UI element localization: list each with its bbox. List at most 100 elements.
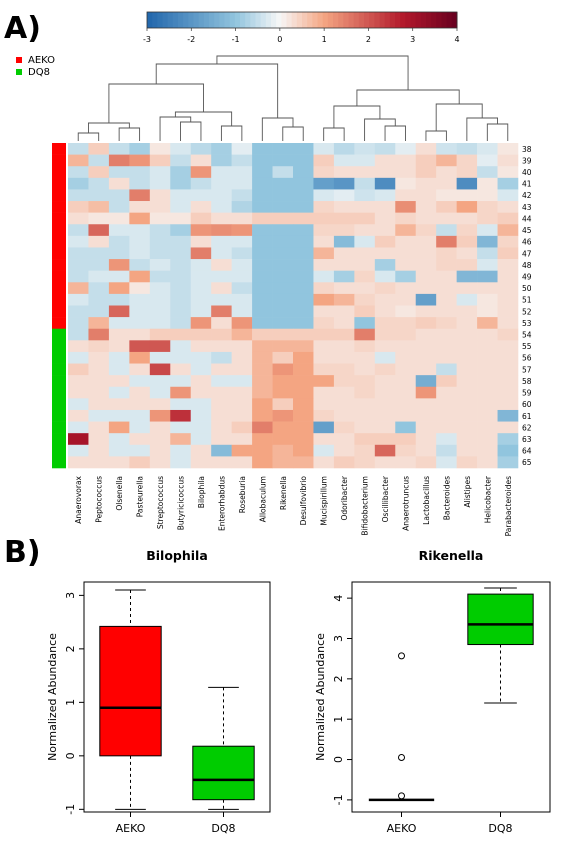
heatmap-cell — [354, 351, 376, 364]
row-group-cell — [52, 201, 66, 213]
row-group-cell — [52, 433, 66, 446]
heatmap-cell — [211, 444, 232, 457]
heatmap-cell — [190, 166, 212, 179]
heatmap-cell — [170, 328, 192, 341]
dendrogram-branch — [216, 55, 409, 90]
y-tick-label: 3 — [64, 592, 77, 599]
heatmap-cell — [497, 177, 519, 190]
panel-a-label: A) — [4, 11, 41, 46]
heatmap-cell — [190, 143, 212, 155]
heatmap-cell — [211, 351, 232, 364]
heatmap-cell — [88, 259, 110, 271]
heatmap-cell — [436, 375, 457, 388]
heatmap-cell — [497, 247, 519, 260]
heatmap-cell — [313, 293, 335, 306]
heatmap-cell — [436, 143, 457, 155]
color-key-segment — [271, 12, 277, 28]
heatmap-cell — [68, 235, 89, 248]
heatmap-cell — [456, 444, 478, 457]
y-tick-label: 1 — [64, 699, 77, 706]
heatmap-cell — [231, 224, 253, 237]
heatmap-cell — [354, 189, 376, 202]
color-key-segment — [203, 12, 210, 28]
heatmap-cell — [456, 212, 478, 225]
color-key-segment — [436, 12, 442, 28]
dendrogram-branch — [486, 123, 509, 141]
heatmap-cell — [190, 259, 212, 271]
heatmap-cell — [477, 444, 498, 457]
heatmap-cell — [68, 433, 89, 446]
heatmap-cell — [108, 259, 130, 271]
heatmap-cell — [272, 398, 294, 411]
heatmap-cell — [129, 351, 151, 364]
heatmap-cell — [68, 270, 89, 283]
row-group-cell — [52, 375, 66, 388]
dendrogram-branch — [425, 130, 447, 141]
row-group-cell — [52, 386, 66, 399]
heatmap-cell — [211, 166, 232, 179]
column-dendrogram — [77, 55, 509, 141]
heatmap-cell — [374, 166, 396, 179]
heatmap-cell — [415, 224, 437, 237]
color-key-segment — [183, 12, 189, 28]
heatmap-cell — [354, 177, 376, 190]
heatmap-cell — [497, 340, 519, 353]
row-label: 63 — [522, 435, 532, 444]
column-label: Bifidobacterium — [361, 476, 370, 536]
heatmap-cell — [149, 224, 171, 237]
heatmap-cell — [170, 166, 192, 179]
heatmap-cell — [497, 212, 519, 225]
heatmap-cell — [129, 201, 151, 213]
heatmap-cell — [149, 177, 171, 190]
heatmap-cell — [272, 259, 294, 271]
heatmap-cell — [395, 409, 417, 422]
heatmap-cell — [190, 421, 212, 434]
heatmap-cell — [456, 456, 478, 469]
color-key-segment — [214, 12, 220, 28]
row-label: 38 — [522, 145, 532, 154]
heatmap-cell — [313, 143, 335, 155]
heatmap-cell — [170, 340, 192, 353]
heatmap-cell — [456, 154, 478, 167]
heatmap-cell — [170, 282, 192, 295]
column-label: Mucispirillum — [320, 476, 329, 526]
heatmap-cell — [293, 363, 314, 376]
row-label: 62 — [522, 423, 532, 432]
heatmap-cell — [374, 270, 396, 283]
heatmap-cell — [129, 212, 151, 225]
heatmap-cell — [272, 201, 294, 213]
row-group-cell — [52, 166, 66, 179]
heatmap-cell — [313, 282, 335, 295]
heatmap-cell — [252, 351, 273, 364]
x-tick-label: AEKO — [387, 822, 417, 835]
heatmap-cell — [374, 201, 396, 213]
heatmap-cell — [395, 433, 417, 446]
heatmap-cell — [88, 409, 110, 422]
heatmap-cell — [293, 456, 314, 469]
heatmap-cell — [231, 409, 253, 422]
heatmap-cell — [108, 189, 130, 202]
heatmap-cell — [456, 398, 478, 411]
color-key-tick-label: -1 — [232, 35, 240, 44]
heatmap-cell — [108, 247, 130, 260]
heatmap-cell — [252, 421, 273, 434]
heatmap-cell — [129, 421, 151, 434]
color-key-segment — [333, 12, 339, 28]
heatmap-cell — [88, 293, 110, 306]
heatmap-cell — [252, 317, 273, 330]
heatmap-cell — [272, 143, 294, 155]
heatmap-cell — [395, 340, 417, 353]
heatmap-cell — [456, 363, 478, 376]
heatmap-cell — [477, 317, 498, 330]
heatmap-cell — [374, 375, 396, 388]
heatmap-cell — [456, 224, 478, 237]
heatmap-cell — [333, 317, 355, 330]
heatmap-cell — [395, 270, 417, 283]
heatmap-cell — [231, 189, 253, 202]
heatmap-cell — [497, 409, 519, 422]
heatmap-cell — [497, 398, 519, 411]
heatmap-cell — [415, 433, 437, 446]
color-key: -3 -2 -1 0 1 2 3 4 — [143, 11, 460, 44]
heatmap-cell — [231, 212, 253, 225]
heatmap-cell — [436, 317, 457, 330]
